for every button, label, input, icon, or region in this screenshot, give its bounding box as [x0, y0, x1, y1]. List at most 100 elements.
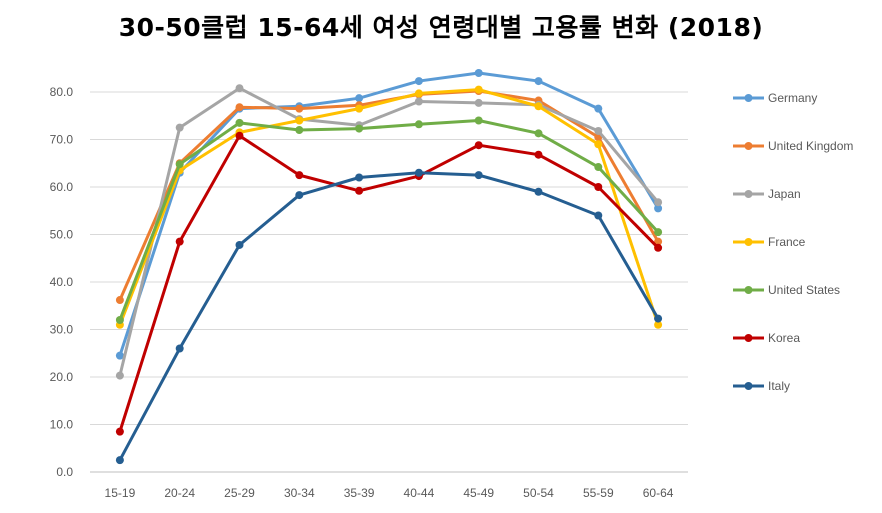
data-point — [654, 204, 663, 213]
data-point — [175, 344, 184, 353]
series-line — [118, 71, 660, 358]
data-point — [355, 94, 364, 103]
data-point — [175, 123, 184, 132]
series-line — [118, 119, 660, 322]
legend-label: Germany — [768, 91, 817, 105]
series-japan — [115, 84, 663, 380]
series-line — [118, 134, 660, 434]
x-tick-label: 40-44 — [404, 486, 435, 500]
data-point — [115, 427, 124, 436]
data-point — [414, 97, 423, 106]
series-korea — [115, 131, 663, 436]
data-point — [474, 171, 483, 180]
data-point — [235, 103, 244, 112]
data-point — [654, 320, 663, 329]
legend-label: United States — [768, 283, 840, 297]
data-point — [654, 243, 663, 252]
data-point — [594, 163, 603, 172]
legend-item: United Kingdom — [733, 139, 853, 153]
x-tick-label: 50-54 — [523, 486, 554, 500]
data-point — [654, 314, 663, 323]
data-point — [474, 98, 483, 107]
legend-item: France — [733, 235, 806, 249]
data-point — [654, 198, 663, 207]
data-point — [235, 131, 244, 140]
data-point — [534, 187, 543, 196]
data-point — [115, 316, 124, 324]
data-point — [355, 124, 364, 133]
legend-swatch-marker — [744, 142, 753, 150]
legend-item: United States — [733, 283, 840, 297]
data-point — [474, 85, 483, 94]
data-point — [534, 77, 543, 86]
y-tick-label: 30.0 — [50, 323, 74, 337]
data-point — [594, 211, 603, 220]
data-point — [115, 456, 124, 465]
x-tick-label: 55-59 — [583, 486, 614, 500]
data-point — [654, 228, 663, 237]
x-tick-label: 35-39 — [344, 486, 375, 500]
data-point — [594, 140, 603, 149]
series-lines — [115, 69, 663, 465]
data-point — [594, 183, 603, 191]
x-axis-ticks: 15-19 20-24 25-29 30-34 35-39 40-44 45-49 50-54… — [105, 486, 674, 500]
y-tick-label: 20.0 — [50, 370, 74, 384]
x-tick-label: 25-29 — [224, 486, 255, 500]
x-tick-label: 60-64 — [643, 486, 674, 500]
data-point — [414, 77, 423, 86]
data-point — [474, 141, 483, 150]
y-axis-ticks: 0.0 10.0 20.0 30.0 40.0 50.0 60.0 70.0 80.0 — [50, 85, 74, 479]
data-point — [534, 102, 543, 111]
legend-item: Korea — [733, 331, 800, 345]
data-point — [355, 186, 364, 195]
data-point — [355, 104, 364, 113]
data-point — [594, 126, 603, 135]
legend-swatch-marker — [744, 286, 753, 294]
series-line — [118, 88, 660, 327]
data-point — [295, 126, 304, 134]
legend-label: Korea — [768, 331, 800, 345]
legend-swatch-marker — [744, 94, 753, 102]
x-tick-label: 45-49 — [463, 486, 494, 500]
data-point — [654, 237, 663, 246]
data-point — [594, 104, 603, 113]
legend-swatch-marker — [744, 334, 753, 342]
series-line — [118, 171, 660, 462]
legend: Germany United Kingdom Japan France United S… — [733, 91, 853, 393]
data-point — [414, 168, 423, 177]
data-point — [235, 118, 244, 127]
series-italy — [115, 168, 663, 465]
data-point — [175, 160, 184, 169]
data-point — [534, 150, 543, 159]
legend-swatch-marker — [744, 190, 753, 198]
data-point — [295, 116, 304, 125]
data-point — [534, 129, 543, 138]
data-point — [414, 89, 423, 98]
data-point — [115, 371, 124, 380]
legend-label: France — [768, 235, 806, 249]
y-tick-label: 60.0 — [50, 180, 74, 194]
data-point — [175, 237, 184, 246]
y-tick-label: 40.0 — [50, 275, 74, 289]
series-united-states — [115, 116, 663, 324]
data-point — [115, 296, 124, 305]
legend-item: Italy — [733, 379, 790, 393]
data-point — [235, 84, 244, 93]
x-tick-label: 15-19 — [105, 486, 136, 500]
y-tick-label: 70.0 — [50, 133, 74, 147]
legend-item: Germany — [733, 91, 817, 105]
legend-item: Japan — [733, 187, 801, 201]
series-france — [115, 85, 663, 329]
series-line — [118, 86, 660, 378]
data-point — [414, 120, 423, 129]
y-tick-label: 80.0 — [50, 85, 74, 99]
legend-label: Italy — [768, 379, 790, 393]
data-point — [474, 69, 483, 77]
data-point — [355, 173, 364, 182]
legend-label: Japan — [768, 187, 801, 201]
y-tick-label: 50.0 — [50, 228, 74, 242]
series-united-kingdom — [115, 87, 663, 305]
data-point — [295, 191, 304, 200]
data-point — [474, 116, 483, 125]
data-point — [115, 351, 124, 360]
